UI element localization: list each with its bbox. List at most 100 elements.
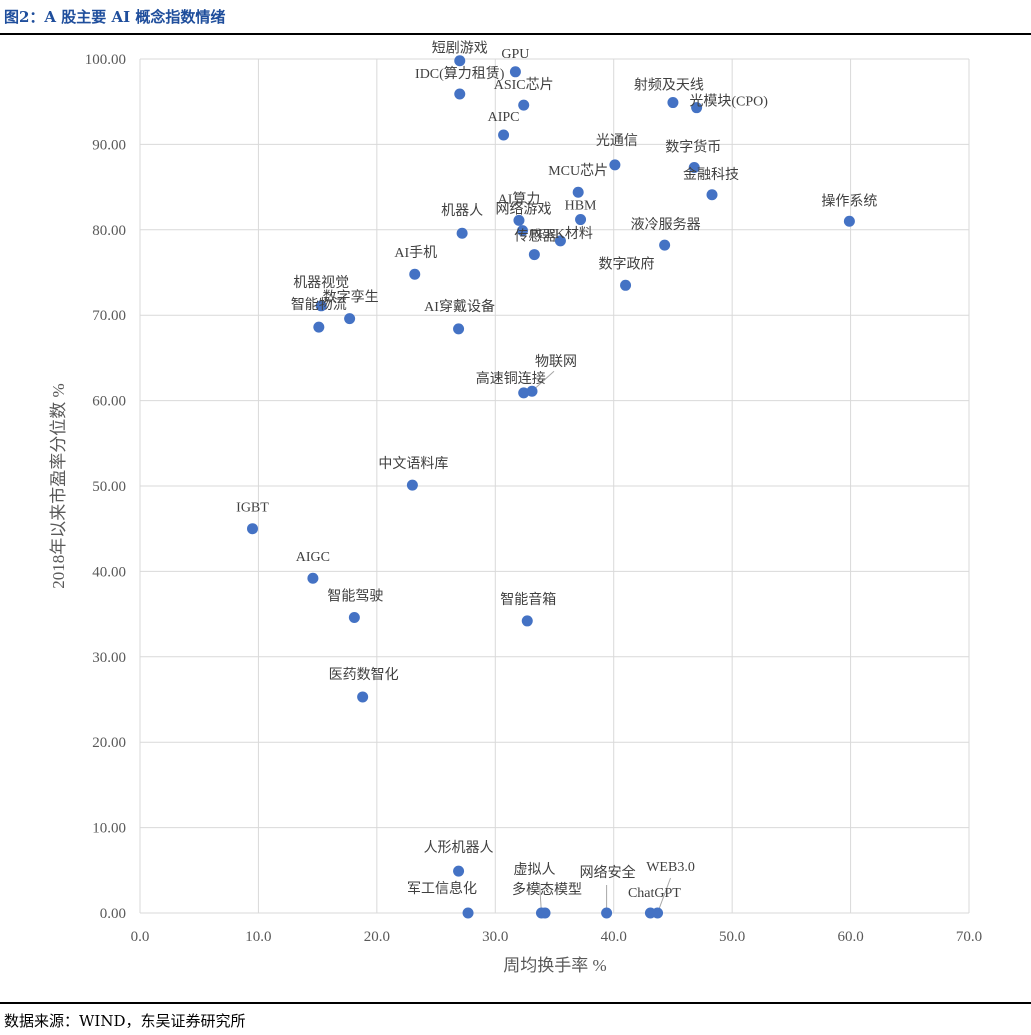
point-label: AI算力 bbox=[498, 191, 541, 207]
point-label: GPU bbox=[501, 47, 529, 62]
data-point bbox=[498, 129, 510, 141]
point-label: 金融科技 bbox=[683, 167, 739, 183]
data-point bbox=[344, 313, 356, 325]
data-point bbox=[528, 249, 540, 261]
point-label: 数字政府 bbox=[599, 256, 655, 272]
data-point bbox=[454, 88, 466, 100]
y-tick-label: 40.00 bbox=[92, 564, 126, 580]
bottom-rule bbox=[0, 1002, 1031, 1004]
x-tick-label: 20.0 bbox=[364, 929, 390, 945]
data-point bbox=[688, 161, 700, 173]
data-point bbox=[453, 865, 465, 877]
point-label: 机器视觉 bbox=[293, 275, 349, 291]
point-label: HBM bbox=[565, 199, 597, 214]
point-label: 中文语料库 bbox=[378, 456, 448, 472]
y-tick-label: 10.00 bbox=[92, 821, 126, 837]
data-point bbox=[454, 55, 466, 67]
data-point bbox=[456, 227, 468, 239]
point-label: AIGC bbox=[296, 550, 330, 565]
data-point bbox=[521, 615, 533, 627]
data-point bbox=[406, 479, 418, 491]
x-tick-label: 70.0 bbox=[956, 929, 982, 945]
data-point bbox=[462, 907, 474, 919]
y-axis-label: 2018年以来市盈率分位数 % bbox=[49, 383, 68, 588]
data-point bbox=[554, 235, 566, 247]
grid-lines bbox=[139, 58, 970, 914]
point-label: 智能音箱 bbox=[500, 591, 556, 608]
data-point bbox=[453, 323, 465, 335]
point-label: 高速铜连接 bbox=[476, 370, 546, 387]
x-tick-label: 40.0 bbox=[601, 929, 627, 945]
x-tick-label: 0.0 bbox=[131, 929, 150, 945]
data-point bbox=[247, 523, 259, 535]
data-point bbox=[357, 691, 369, 703]
data-point bbox=[706, 189, 718, 201]
x-tick-label: 50.0 bbox=[719, 929, 745, 945]
x-tick-label: 10.0 bbox=[245, 929, 271, 945]
point-label: 传感器 bbox=[514, 228, 556, 245]
data-point bbox=[575, 214, 587, 226]
point-label: ASIC芯片 bbox=[494, 77, 554, 93]
data-point bbox=[843, 215, 855, 227]
point-label: PEEK材料 bbox=[530, 226, 593, 242]
data-point bbox=[509, 66, 521, 78]
point-label: 物联网 bbox=[535, 354, 577, 370]
x-tick-labels: 0.0 10.0 20.0 30.0 40.0 50.0 60.0 70.0 bbox=[131, 929, 983, 945]
point-label: WEB3.0 bbox=[646, 860, 695, 875]
point-label: 网络安全 bbox=[580, 864, 636, 881]
point-label: IGBT bbox=[236, 501, 269, 516]
point-label: 智能驾驶 bbox=[327, 589, 383, 605]
point-label: 智能物流 bbox=[291, 297, 347, 313]
y-tick-labels: 0.00 10.00 20.00 30.00 40.00 50.00 60.00 70.00 8… bbox=[85, 52, 126, 922]
point-label: 光模块(CPO) bbox=[689, 94, 768, 110]
data-point bbox=[307, 572, 319, 584]
point-label: AI手机 bbox=[394, 245, 437, 261]
data-point bbox=[620, 279, 632, 291]
point-label: IDC(算力租赁) bbox=[415, 66, 505, 82]
point-label: 数字货币 bbox=[665, 138, 721, 155]
point-label: ChatGPT bbox=[628, 886, 681, 901]
point-label: AIPC bbox=[488, 110, 520, 125]
leader-lines bbox=[531, 370, 672, 914]
scatter-chart: 0.00 10.00 20.00 30.00 40.00 50.00 60.00 70.00 8… bbox=[49, 41, 983, 975]
data-point bbox=[659, 239, 671, 251]
point-label: 医药数智化 bbox=[329, 667, 399, 683]
y-tick-label: 0.00 bbox=[100, 906, 126, 922]
point-label: 液冷服务器 bbox=[631, 217, 701, 233]
data-source-note: 数据来源：WIND，东吴证券研究所 bbox=[4, 1012, 246, 1030]
point-label: 多模态模型 bbox=[512, 881, 582, 898]
leader-line bbox=[657, 877, 672, 914]
point-label: 人形机器人 bbox=[424, 840, 494, 856]
point-label: 光通信 bbox=[596, 133, 638, 149]
data-point bbox=[691, 102, 703, 114]
data-point bbox=[409, 268, 421, 280]
y-tick-label: 80.00 bbox=[92, 223, 126, 239]
data-point bbox=[572, 186, 584, 198]
top-rule bbox=[0, 33, 1031, 35]
point-label: 军工信息化 bbox=[407, 880, 477, 897]
point-label: 射频及天线 bbox=[634, 78, 704, 94]
y-tick-label: 70.00 bbox=[92, 308, 126, 324]
data-point bbox=[513, 214, 525, 226]
y-tick-label: 50.00 bbox=[92, 479, 126, 495]
data-point bbox=[517, 225, 529, 237]
point-label: 短剧游戏 bbox=[432, 41, 488, 57]
x-tick-label: 60.0 bbox=[837, 929, 863, 945]
y-tick-label: 100.00 bbox=[85, 52, 126, 68]
data-point bbox=[348, 612, 360, 624]
data-point bbox=[539, 907, 551, 919]
point-label: 虚拟人 bbox=[513, 862, 555, 878]
point-label: 机器人 bbox=[441, 203, 483, 219]
data-points bbox=[247, 55, 855, 919]
data-point bbox=[518, 387, 530, 399]
y-tick-label: 90.00 bbox=[92, 137, 126, 153]
figure-title: 图2：A 股主要 AI 概念指数情绪 bbox=[4, 8, 226, 26]
y-tick-label: 60.00 bbox=[92, 394, 126, 410]
point-label: AI穿戴设备 bbox=[424, 298, 495, 315]
point-label: 操作系统 bbox=[821, 193, 877, 209]
x-axis-label: 周均换手率 % bbox=[503, 956, 606, 975]
point-label: 数字孪生 bbox=[323, 289, 379, 306]
data-point bbox=[609, 159, 621, 171]
data-point bbox=[518, 99, 530, 111]
